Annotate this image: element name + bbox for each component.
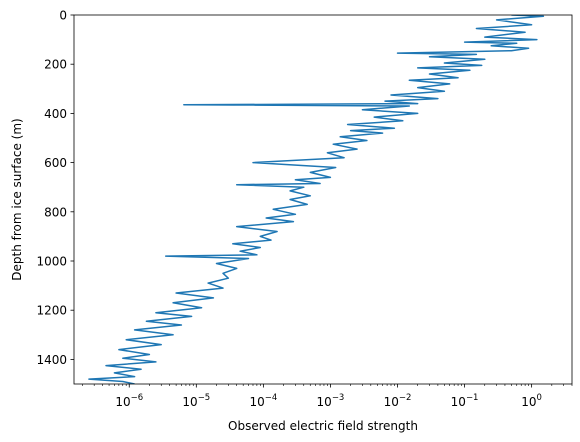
x-tick-label: 10−2 <box>384 393 412 409</box>
x-tick-label: 100 <box>521 393 542 409</box>
x-tick-label: 10−1 <box>451 393 479 409</box>
x-axis-label: Observed electric field strength <box>228 419 418 433</box>
axes-frame <box>73 14 573 385</box>
x-tick-label: 10−4 <box>249 393 277 409</box>
x-tick-label: 10−5 <box>182 393 210 409</box>
field-strength-line <box>88 15 545 384</box>
y-tick-label: 200 <box>44 58 67 72</box>
y-tick-label: 1000 <box>36 255 67 269</box>
y-axis-label: Depth from ice surface (m) <box>10 118 24 280</box>
y-tick-label: 1400 <box>36 353 67 367</box>
y-tick-label: 400 <box>44 107 67 121</box>
y-tick-label: 800 <box>44 205 67 219</box>
plot-area <box>88 15 545 384</box>
x-tick-label: 10−6 <box>115 393 143 409</box>
x-axis-ticks: 10−6 10−5 10−4 10−3 10−2 10−1 100 <box>82 384 573 409</box>
y-tick-label: 0 <box>59 9 67 23</box>
y-tick-label: 1200 <box>36 304 67 318</box>
x-tick-label: 10−3 <box>317 393 345 409</box>
y-axis-ticks: 0 200 400 600 800 1000 1200 1400 <box>36 9 74 367</box>
y-tick-label: 600 <box>44 156 67 170</box>
